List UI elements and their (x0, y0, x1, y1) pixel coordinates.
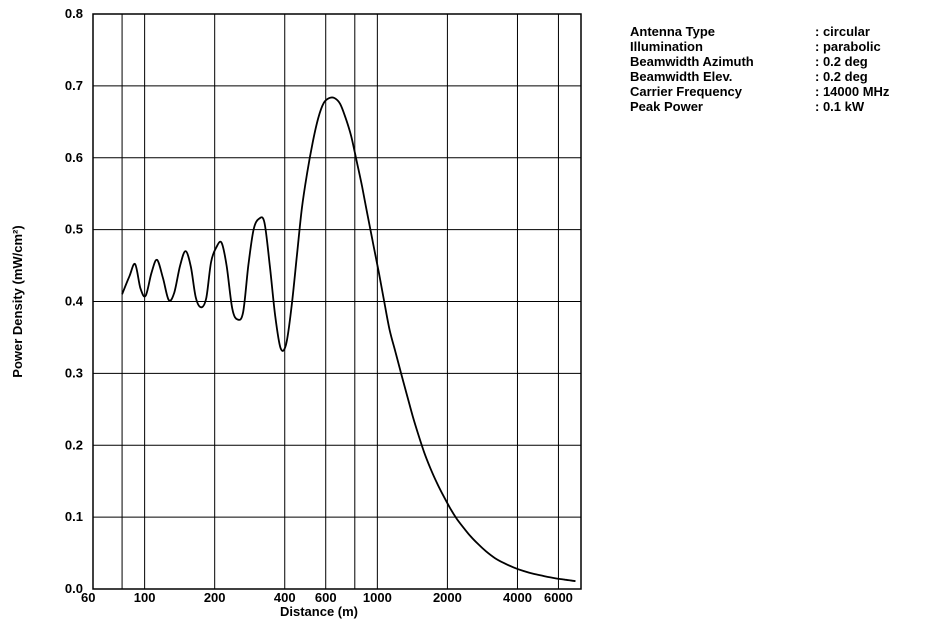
y-tick-label: 0.4 (65, 294, 84, 309)
y-tick-label: 0.2 (65, 437, 83, 452)
series-line (121, 96, 576, 582)
param-label: Antenna Type (630, 24, 715, 39)
param-value: : circular (815, 24, 870, 39)
x-tick-labels: 60 100 200 400 600 1000 2000 4000 6000 (81, 590, 573, 605)
antenna-parameters-panel: Antenna Type : circular Illumination : p… (630, 24, 889, 114)
param-label: Peak Power (630, 99, 703, 114)
param-row-beamwidth-azimuth: Beamwidth Azimuth : 0.2 deg (630, 54, 889, 69)
grid-lines (93, 13, 581, 590)
x-tick-label: 200 (204, 590, 226, 605)
param-label: Beamwidth Elev. (630, 69, 733, 84)
y-tick-labels: 0.0 0.1 0.2 0.3 0.4 0.5 0.6 0.7 0.8 (65, 6, 84, 596)
y-tick-label: 0.1 (65, 509, 83, 524)
series-layer (121, 96, 576, 582)
param-row-carrier-frequency: Carrier Frequency : 14000 MHz (630, 84, 889, 99)
x-tick-label: 6000 (544, 590, 573, 605)
x-tick-label: 60 (81, 590, 95, 605)
param-row-antenna-type: Antenna Type : circular (630, 24, 889, 39)
y-tick-label: 0.8 (65, 6, 83, 21)
x-tick-label: 2000 (433, 590, 462, 605)
y-tick-label: 0.6 (65, 150, 83, 165)
x-tick-label: 400 (274, 590, 296, 605)
x-tick-label: 600 (315, 590, 337, 605)
x-tick-label: 1000 (363, 590, 392, 605)
x-tick-label: 4000 (503, 590, 532, 605)
param-value: : 0.2 deg (815, 54, 868, 69)
x-axis-title: Distance (m) (280, 604, 358, 619)
y-tick-label: 0.0 (65, 581, 83, 596)
param-row-illumination: Illumination : parabolic (630, 39, 889, 54)
y-tick-label: 0.3 (65, 365, 83, 380)
param-label: Illumination (630, 39, 703, 54)
param-label: Carrier Frequency (630, 84, 742, 99)
param-value: : 0.1 kW (815, 99, 865, 114)
y-tick-label: 0.5 (65, 222, 83, 237)
param-value: : parabolic (815, 39, 881, 54)
y-tick-label: 0.7 (65, 78, 83, 93)
param-value: : 14000 MHz (815, 84, 890, 99)
x-tick-label: 100 (134, 590, 156, 605)
param-row-peak-power: Peak Power : 0.1 kW (630, 99, 889, 114)
plot-frame (92, 13, 582, 590)
param-value: : 0.2 deg (815, 69, 868, 84)
y-axis-title: Power Density (mW/cm²) (10, 225, 25, 377)
param-row-beamwidth-elev: Beamwidth Elev. : 0.2 deg (630, 69, 889, 84)
param-label: Beamwidth Azimuth (630, 54, 754, 69)
